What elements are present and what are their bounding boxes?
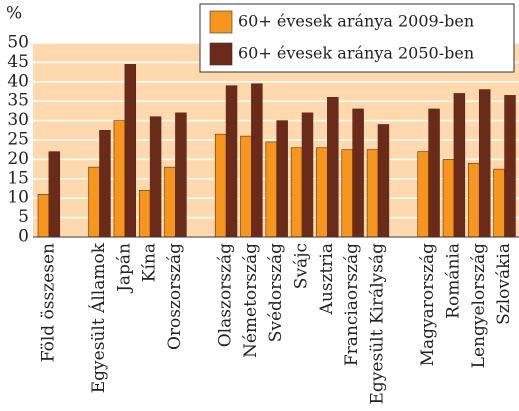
bar <box>468 162 480 238</box>
y-tick-label: 45 <box>7 52 29 72</box>
x-tick-label: Németország <box>241 243 261 358</box>
bar <box>493 168 505 238</box>
x-tick-label: Oroszország <box>165 243 185 350</box>
legend-label: 60+ évesek aránya 2009-ben <box>238 12 474 31</box>
bar <box>290 147 303 238</box>
bar <box>240 135 252 238</box>
legend-swatch <box>209 42 233 66</box>
bar <box>276 120 288 238</box>
legend-label: 60+ évesek aránya 2050-ben <box>238 44 474 63</box>
x-tick-label: Svédország <box>266 243 286 342</box>
x-tick-label: Olaszország <box>216 243 236 347</box>
y-tick-label: 50 <box>7 33 29 53</box>
bar <box>88 166 100 238</box>
bar <box>316 147 328 238</box>
y-tick-label: 0 <box>18 227 29 247</box>
y-tick-label: 40 <box>7 71 29 91</box>
x-tick-label: Egyesült Királyság <box>367 243 387 405</box>
x-tick-label: Svájc <box>292 243 312 289</box>
bar <box>341 149 353 238</box>
bar <box>478 89 491 238</box>
bar <box>265 141 278 238</box>
bar <box>99 130 111 238</box>
y-axis-label: % <box>6 4 22 24</box>
y-tick-label: 5 <box>18 207 29 227</box>
y-tick-label: 30 <box>7 110 29 130</box>
x-tick-label: Magyarország <box>418 243 438 366</box>
x-tick-label: Ausztria <box>317 243 337 315</box>
bar <box>442 159 455 238</box>
bar <box>366 149 379 238</box>
legend: 60+ évesek aránya 2009-ben 60+ évesek ará… <box>199 3 515 73</box>
bar <box>124 64 137 238</box>
bar <box>428 108 440 238</box>
x-tick-label: Franciaország <box>342 243 362 366</box>
bar <box>37 194 50 238</box>
bar <box>149 116 162 238</box>
bar <box>48 151 61 238</box>
legend-box <box>199 3 515 73</box>
y-tick-label: 15 <box>7 168 29 188</box>
x-tick-label: Kína <box>140 243 160 282</box>
bar <box>417 151 429 238</box>
bar <box>138 190 151 238</box>
bar <box>214 133 227 238</box>
x-tick-label: Románia <box>443 243 463 319</box>
bar <box>113 120 126 238</box>
x-tick-label: Egyesült Államok <box>88 242 109 393</box>
x-tick-label: Szlovákia <box>494 243 514 325</box>
bar <box>453 93 466 238</box>
bar <box>352 108 364 238</box>
bar <box>377 124 390 238</box>
bar <box>164 166 176 238</box>
y-tick-label: 20 <box>7 149 29 169</box>
y-tick-label: 35 <box>7 91 29 111</box>
x-tick-label: Föld összesen <box>38 243 58 362</box>
y-tick-label: 25 <box>7 130 29 150</box>
bar <box>175 112 187 238</box>
x-tick-label: Lengyelország <box>469 243 489 368</box>
bar <box>225 85 238 238</box>
bar <box>504 95 516 238</box>
bar <box>251 83 263 238</box>
legend-swatch <box>209 10 233 34</box>
bar <box>301 112 314 238</box>
x-tick-label: Japán <box>114 243 134 294</box>
y-tick-label: 10 <box>7 188 29 208</box>
bar <box>327 97 339 238</box>
